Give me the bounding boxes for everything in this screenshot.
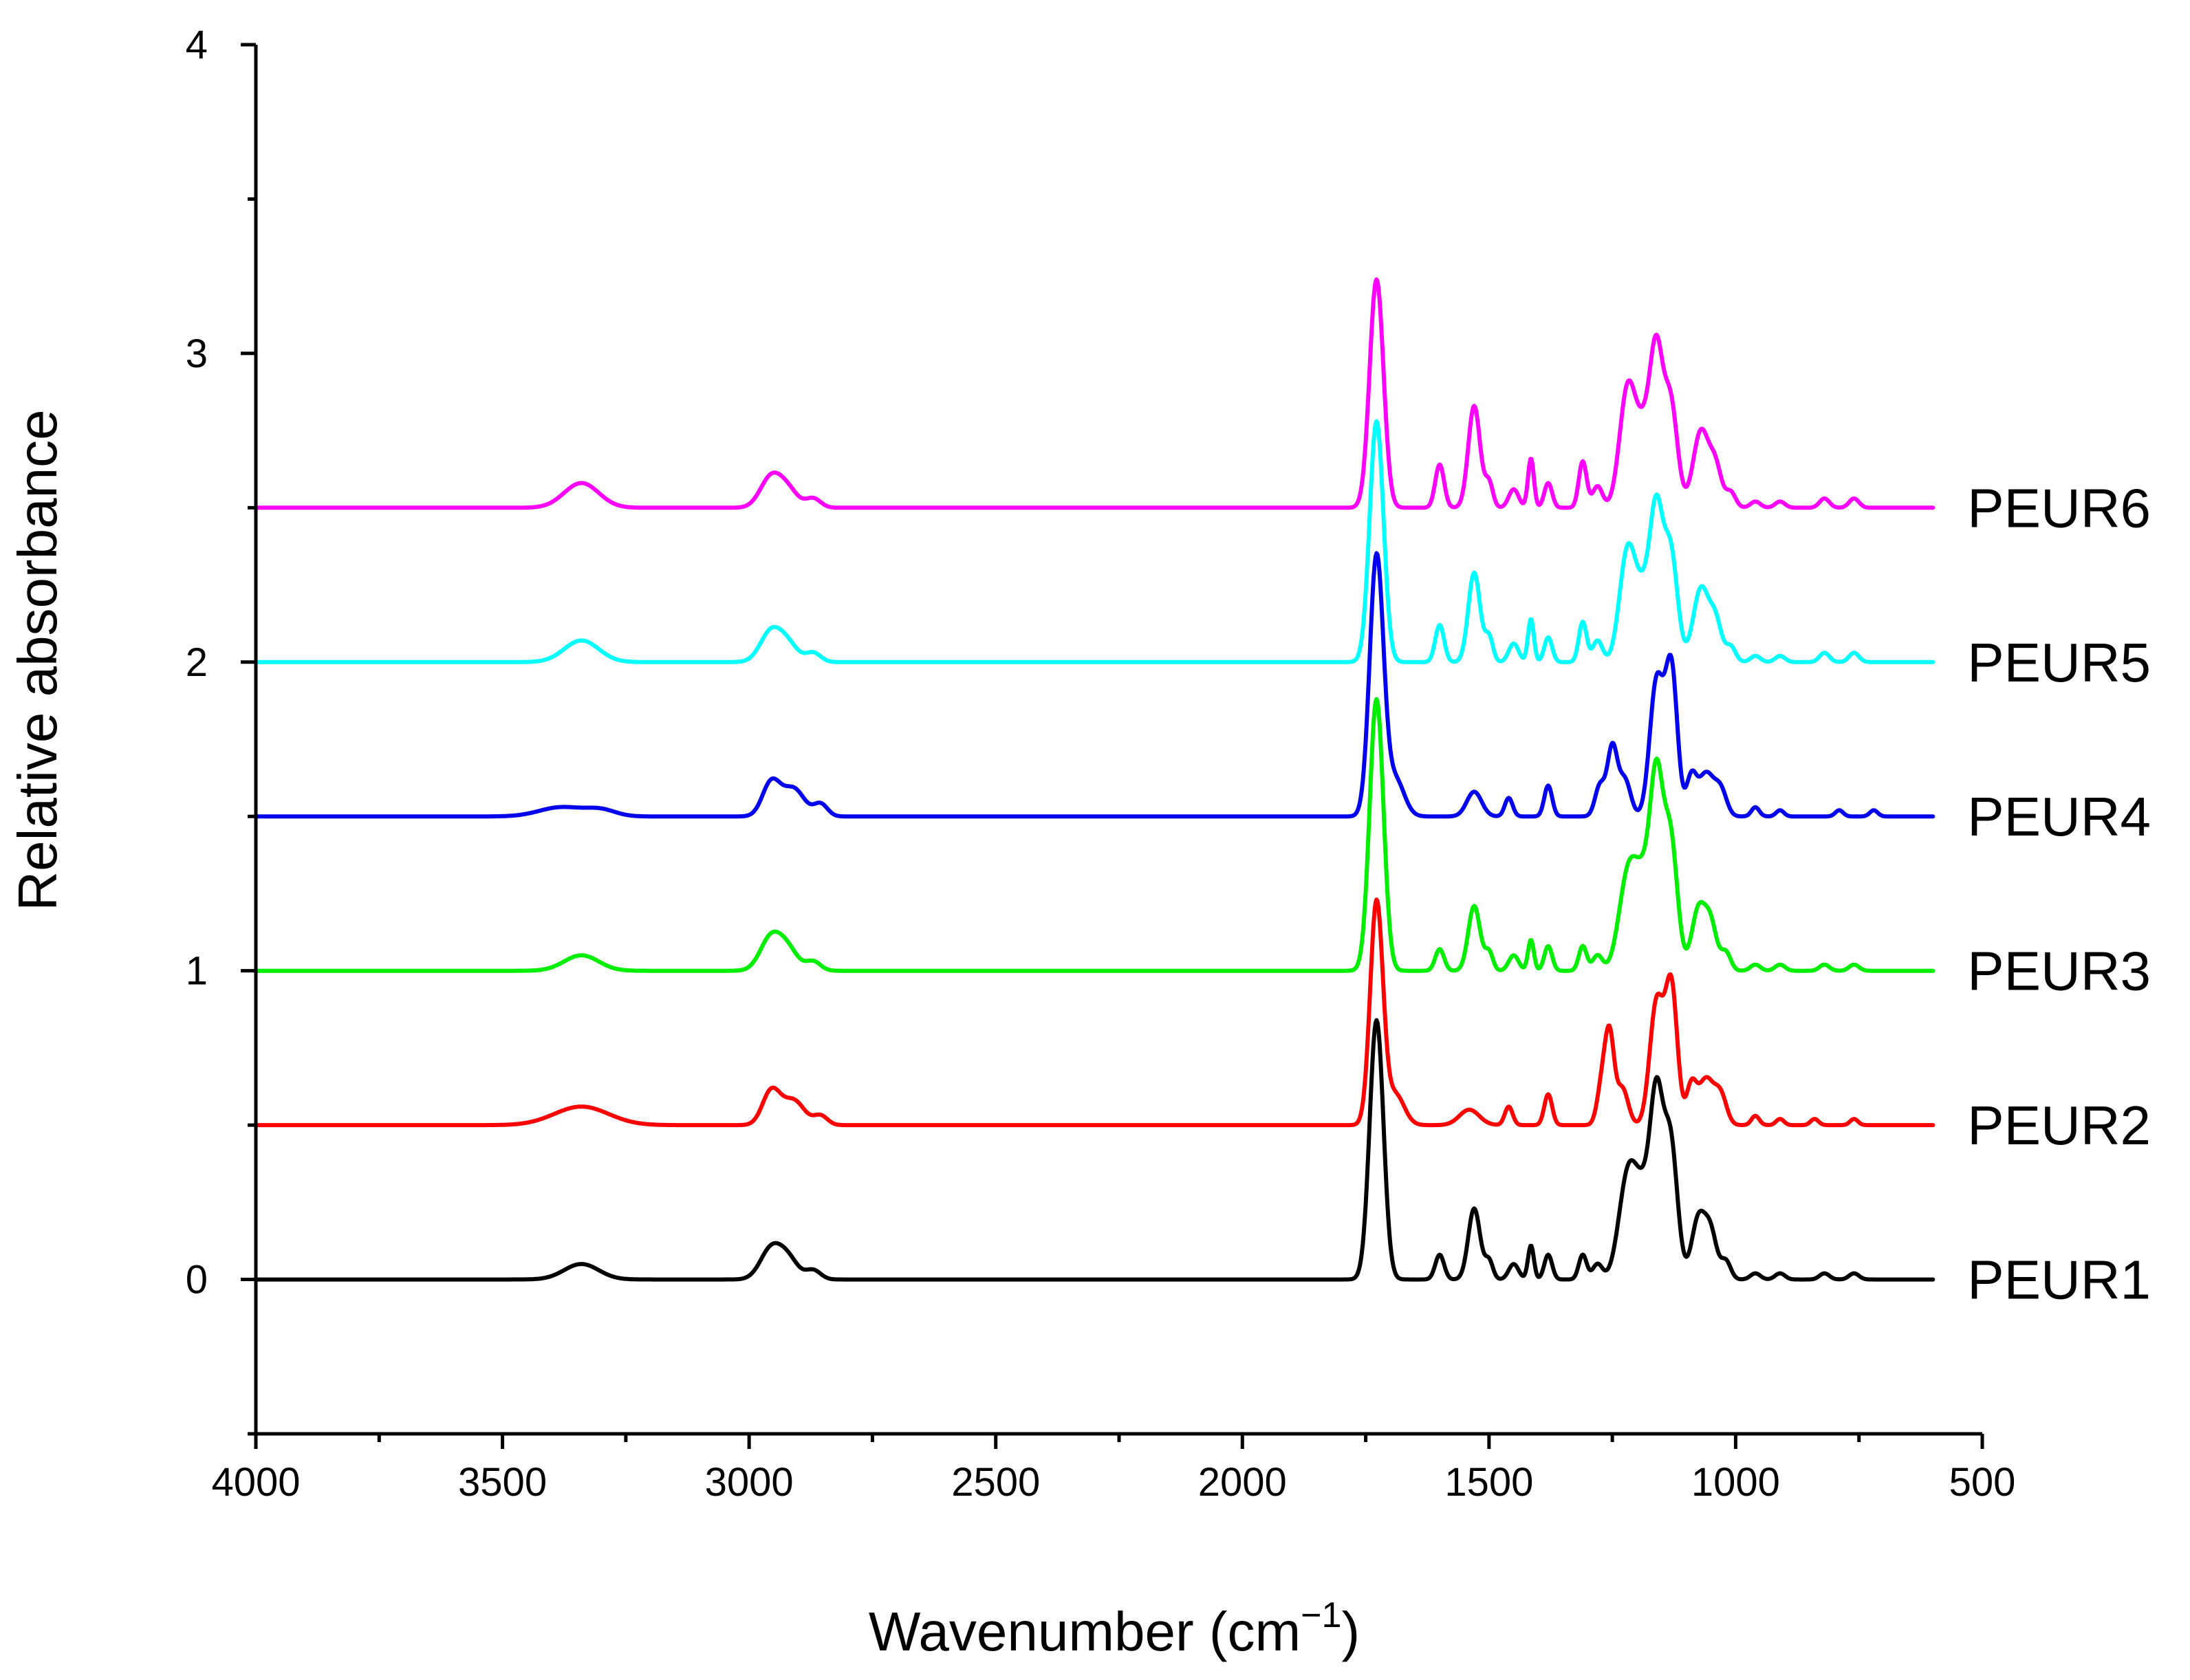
x-axis-title-end: ) <box>1341 1601 1360 1662</box>
x-tick-label: 2000 <box>1198 1460 1287 1505</box>
series-label-peur3: PEUR3 <box>1967 941 2151 1002</box>
ticks-layer: 4000 3500 3000 2500 2000 1500 1000 500 0 1 2 3 4 <box>186 23 2016 1505</box>
y-tick-label: 4 <box>186 23 208 67</box>
x-tick-label: 1500 <box>1444 1460 1533 1505</box>
series-label-peur2: PEUR2 <box>1967 1095 2151 1156</box>
series-line-peur2 <box>254 897 1936 1128</box>
x-tick-label: 3000 <box>705 1460 794 1505</box>
series-line-peur4 <box>254 551 1936 819</box>
x-tick-label: 1000 <box>1691 1460 1780 1505</box>
x-tick-label: 500 <box>1949 1460 2016 1505</box>
x-tick-label: 4000 <box>211 1460 300 1505</box>
x-axis-title-sup: −1 <box>1301 1595 1341 1635</box>
series-line-peur3 <box>254 697 1936 973</box>
series-label-peur1: PEUR1 <box>1967 1250 2151 1311</box>
y-axis-title: Relative absorbance <box>7 409 68 910</box>
y-tick-label: 1 <box>186 949 208 994</box>
y-tick-label: 2 <box>186 640 208 685</box>
x-tick-label: 2500 <box>951 1460 1040 1505</box>
series-label-peur6: PEUR6 <box>1967 477 2151 538</box>
series-labels: PEUR1 PEUR2 PEUR3 PEUR4 PEUR5 PEUR6 <box>1967 477 2151 1310</box>
series-line-peur6 <box>254 277 1936 510</box>
x-tick-label: 3500 <box>458 1460 547 1505</box>
series-line-peur5 <box>254 419 1936 664</box>
series-label-peur4: PEUR4 <box>1967 786 2151 847</box>
x-axis-title: Wavenumber (cm−1) <box>869 1595 1360 1662</box>
series-layer <box>254 277 1936 1282</box>
series-label-peur5: PEUR5 <box>1967 632 2151 693</box>
axes-layer <box>254 45 1982 1436</box>
x-axis-title-main: Wavenumber (cm <box>869 1601 1301 1662</box>
series-line-peur1 <box>254 1018 1936 1282</box>
y-tick-label: 0 <box>186 1258 208 1302</box>
y-tick-label: 3 <box>186 331 208 376</box>
